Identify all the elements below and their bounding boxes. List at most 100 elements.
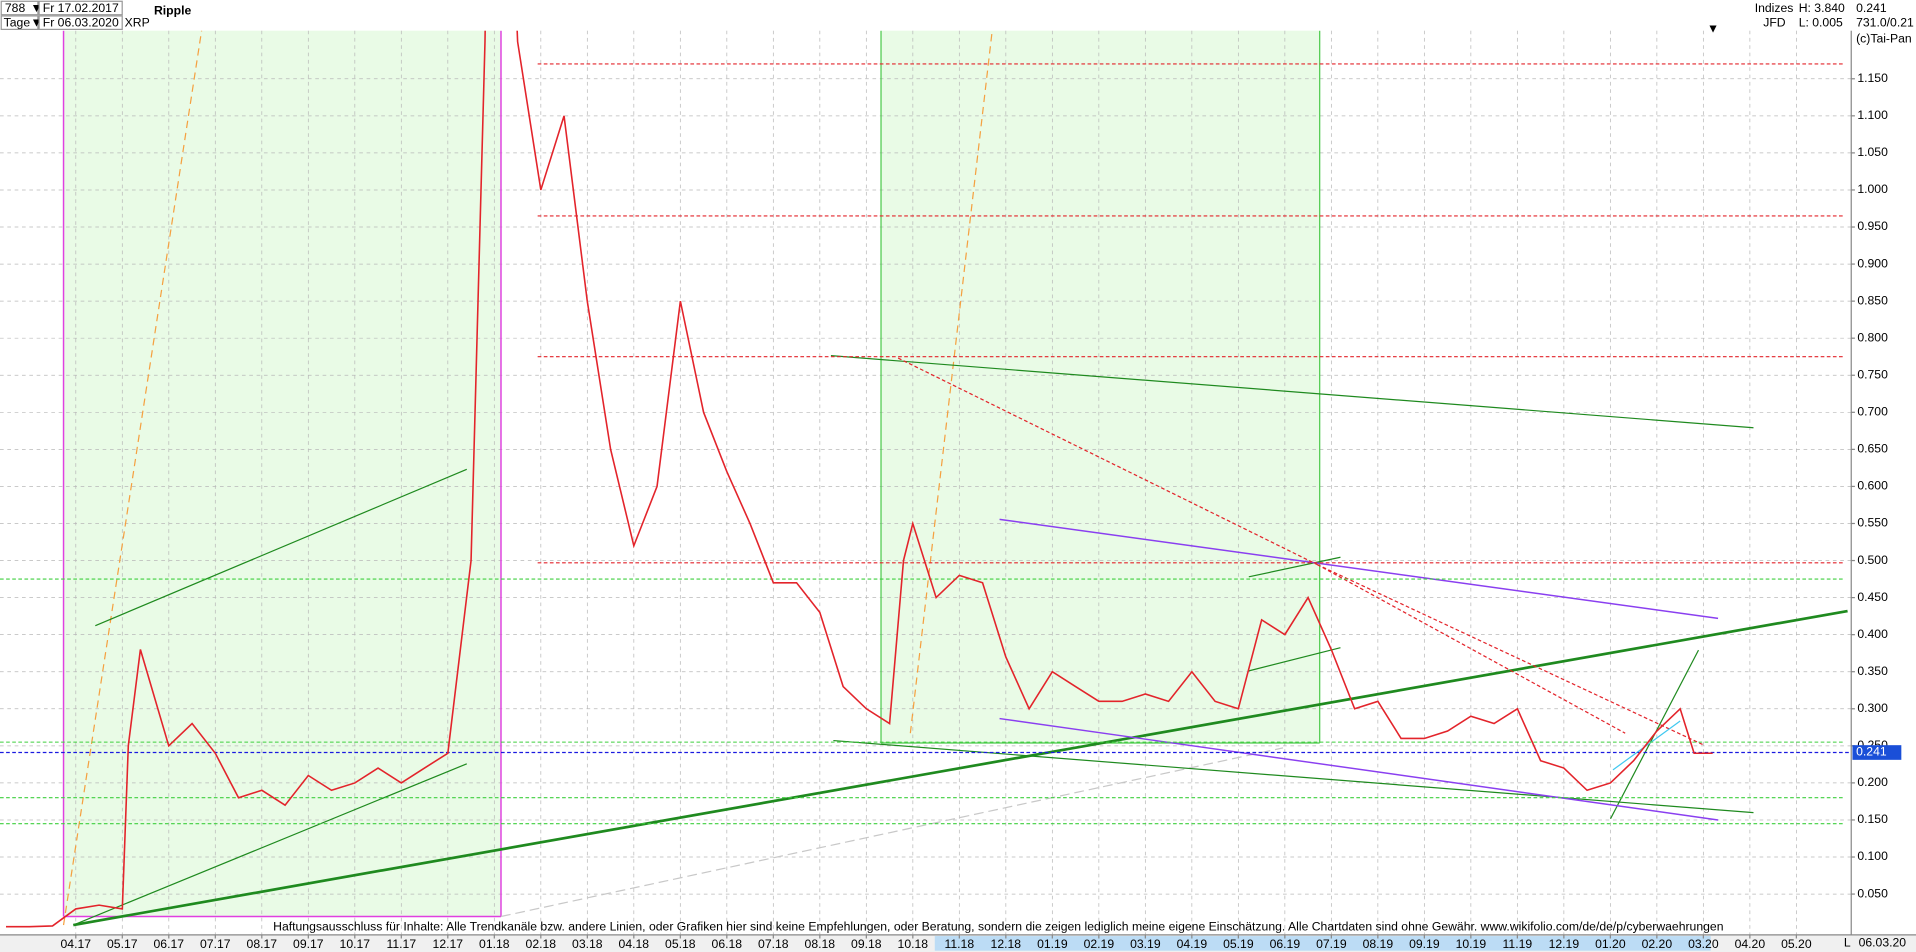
ratio: 731.0/0.21	[1856, 15, 1914, 29]
current-price-label: 0.241	[1856, 745, 1887, 759]
symbol: XRP	[125, 15, 150, 29]
x-tick-label: 05.17	[107, 937, 138, 951]
broker: JFD	[1763, 15, 1786, 29]
end-date-box[interactable]	[38, 15, 123, 30]
y-tick-label: 0.050	[1857, 886, 1888, 900]
x-tick-label: 08.18	[805, 937, 836, 951]
y-tick-label: 0.100	[1857, 849, 1888, 863]
last-price: 0.241	[1856, 1, 1887, 15]
y-tick-label: 0.450	[1857, 590, 1888, 604]
zone	[63, 30, 501, 917]
marker-icon: ▼	[1707, 22, 1719, 36]
x-tick-label: 09.18	[851, 937, 882, 951]
trend-line	[1248, 647, 1341, 672]
y-tick-label: 0.400	[1857, 627, 1888, 641]
code: 788	[5, 1, 26, 15]
period: Tage	[4, 15, 31, 29]
low: L: 0.005	[1799, 15, 1843, 29]
x-tick-label: 09.17	[293, 937, 324, 951]
x-tick-label: 02.20	[1642, 937, 1673, 951]
x-tick-label: 04.17	[61, 937, 92, 951]
y-axis-panel	[1851, 30, 1916, 935]
x-tick-label: 10.19	[1456, 937, 1487, 951]
x-tick-label: 03.18	[572, 937, 603, 951]
trend-line	[1248, 556, 1341, 578]
high: H: 3.840	[1799, 1, 1845, 15]
trend-line	[1612, 720, 1681, 771]
x-tick-label: 04.18	[619, 937, 650, 951]
x-tick-label: 09.19	[1409, 937, 1440, 951]
x-tick-label: 11.19	[1503, 937, 1533, 951]
y-tick-label: 0.800	[1857, 330, 1888, 344]
x-tick-label: 06.19	[1270, 937, 1301, 951]
y-tick-label: 1.000	[1857, 182, 1888, 196]
y-tick-label: 0.650	[1857, 442, 1888, 456]
footer-date: 06.03.20	[1859, 936, 1907, 950]
y-tick-label: 0.350	[1857, 664, 1888, 678]
trend-line	[1316, 564, 1626, 734]
series	[5, 30, 1713, 928]
x-tick-label: 02.19	[1084, 937, 1115, 951]
trend-line	[999, 518, 1719, 620]
x-tick-label: 02.18	[526, 937, 557, 951]
y-tick-label: 1.150	[1857, 71, 1888, 85]
x-tick-label: 05.20	[1781, 937, 1812, 951]
x-tick-label: 12.19	[1549, 937, 1580, 951]
trend-line	[62, 30, 203, 926]
x-tick-label: 03.19	[1130, 937, 1161, 951]
x-tick-label: 01.20	[1595, 937, 1626, 951]
y-tick-label: 0.900	[1857, 256, 1888, 270]
y-tick-label: 1.100	[1857, 108, 1888, 122]
x-tick-label: 07.18	[758, 937, 789, 951]
y-tick-label: 0.150	[1857, 812, 1888, 826]
x-tick-label: 05.18	[665, 937, 696, 951]
y-tick-label: 0.750	[1857, 367, 1888, 381]
trend-line	[909, 30, 993, 734]
end-date: Fr 06.03.2020	[43, 15, 119, 29]
x-tick-label: 01.19	[1037, 937, 1068, 951]
period-box[interactable]	[0, 15, 39, 30]
y-tick-label: 0.550	[1857, 516, 1888, 530]
x-tick-label: 04.20	[1735, 937, 1766, 951]
y-tick-label: 0.700	[1857, 405, 1888, 419]
chart-title: Ripple	[154, 3, 192, 17]
x-tick-label: 01.18	[479, 937, 510, 951]
trend-line	[830, 355, 1754, 429]
price-line	[5, 30, 1713, 928]
disclaimer: Haftungsausschluss für Inhalte: Alle Tre…	[273, 920, 1723, 934]
trend-line	[999, 717, 1719, 821]
x-tick-label: 07.17	[200, 937, 231, 951]
axes: 0.0500.1000.1500.2000.2500.3000.3500.400…	[61, 71, 1902, 951]
shaded-zones	[63, 30, 1320, 917]
x-axis-highlight	[934, 936, 1711, 951]
y-tick-label: 1.050	[1857, 145, 1888, 159]
footer-mode: L	[1844, 936, 1851, 950]
x-tick-label: 05.19	[1223, 937, 1254, 951]
trend-line	[73, 763, 468, 926]
drawings	[62, 30, 1848, 927]
x-tick-label: 06.17	[154, 937, 185, 951]
y-tick-label: 0.850	[1857, 293, 1888, 307]
zone	[881, 30, 1320, 743]
y-tick-label: 0.300	[1857, 701, 1888, 715]
x-tick-label: 12.17	[433, 937, 464, 951]
trend-line	[500, 747, 1284, 918]
trend-line	[897, 357, 1318, 566]
x-tick-label: 11.18	[945, 937, 975, 951]
trend-line	[73, 609, 1848, 927]
header	[0, 0, 1916, 31]
x-tick-label: 12.18	[991, 937, 1022, 951]
y-tick-label: 0.950	[1857, 219, 1888, 233]
trend-line	[95, 468, 468, 627]
x-tick-label: 04.19	[1177, 937, 1208, 951]
x-tick-label: 10.17	[340, 937, 371, 951]
trend-line	[1316, 564, 1705, 746]
y-tick-label: 0.500	[1857, 553, 1888, 567]
code-box[interactable]	[0, 0, 39, 16]
start-date-box[interactable]	[38, 0, 123, 16]
group: Indizes	[1755, 1, 1794, 15]
x-tick-label: 07.19	[1316, 937, 1347, 951]
x-tick-label: 11.17	[386, 937, 416, 951]
x-tick-label: 10.18	[898, 937, 929, 951]
